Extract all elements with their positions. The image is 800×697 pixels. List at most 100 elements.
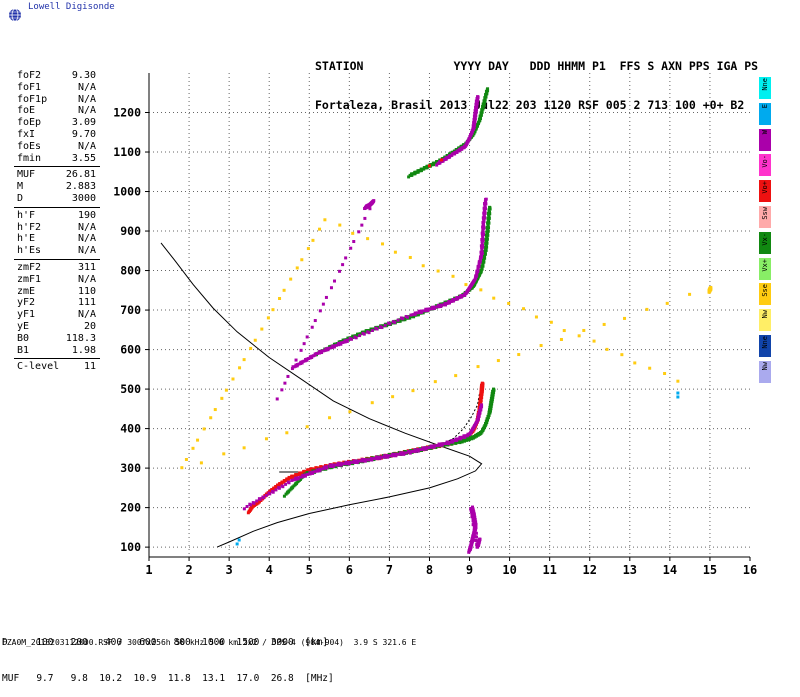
echo-point [470, 538, 474, 542]
echo-point [480, 264, 484, 268]
echo-point [451, 440, 455, 444]
echo-point [281, 485, 285, 489]
echo-point [238, 366, 242, 370]
echo-point [480, 241, 484, 245]
param-row-clevel: C-level 11 [0, 361, 100, 373]
y-tick-label: 1100 [113, 145, 141, 159]
echo-point [559, 337, 563, 341]
echo-point [476, 415, 480, 419]
echo-point [290, 476, 294, 480]
echo-point [320, 465, 324, 469]
echo-point [467, 137, 471, 141]
echo-point [605, 347, 609, 351]
echo-point [477, 274, 481, 278]
param-label: fmin [17, 152, 42, 164]
echo-point [466, 140, 470, 144]
echo-point [471, 281, 475, 285]
echo-point [424, 309, 428, 313]
echo-point [479, 250, 483, 254]
echo-point [539, 344, 543, 348]
y-tick-label: 800 [120, 264, 141, 278]
echo-point [380, 455, 384, 459]
x-tick-label: 3 [226, 563, 233, 577]
param-label: foEs [17, 140, 42, 152]
echo-point [303, 359, 307, 363]
echo-point [474, 420, 478, 424]
echo-point [479, 391, 483, 395]
echo-point [360, 223, 364, 227]
muf-row: MUF 9.7 9.8 10.2 10.9 11.8 13.1 17.0 26.… [2, 673, 334, 684]
echo-point [480, 403, 484, 407]
echo-point [479, 393, 483, 397]
echo-point [422, 167, 426, 171]
echo-point [307, 468, 311, 472]
echo-point [393, 250, 397, 254]
echo-point [184, 458, 188, 462]
echo-point [355, 460, 359, 464]
echo-point [294, 474, 298, 478]
echo-point [282, 494, 286, 498]
echo-point [470, 429, 474, 433]
param-row-fmin: fmin 3.55 [0, 153, 100, 165]
echo-point [299, 348, 303, 352]
echo-point [302, 359, 306, 363]
echo-point [577, 334, 581, 338]
param-label: foF2 [17, 70, 42, 81]
echo-point [371, 200, 375, 204]
echo-point [432, 163, 436, 167]
param-row-foe: foE N/A [0, 105, 100, 117]
echo-point [381, 242, 385, 246]
echo-point [479, 288, 483, 292]
param-value: N/A [77, 81, 96, 93]
echo-point [355, 334, 359, 338]
echo-point [328, 416, 332, 420]
param-row-m: M 2.883 [0, 181, 100, 193]
echo-point [306, 247, 310, 251]
x-tick-label: 6 [346, 563, 353, 577]
echo-point [467, 550, 471, 554]
echo-point [375, 457, 379, 461]
echo-point [338, 269, 342, 273]
echo-point [484, 89, 488, 93]
echo-point [479, 111, 483, 115]
param-row-hf: h'F 190 [0, 210, 100, 222]
echo-point [273, 486, 277, 490]
echo-point [370, 401, 374, 405]
echo-point [479, 431, 483, 435]
x-tick-label: 12 [583, 563, 597, 577]
x-tick-label: 5 [306, 563, 313, 577]
echo-point [435, 444, 439, 448]
echo-point [282, 288, 286, 292]
echo-point [394, 454, 398, 458]
param-row-zme: zmE 110 [0, 286, 100, 298]
echo-point [648, 366, 652, 370]
echo-point [489, 401, 493, 405]
param-separator [14, 358, 100, 360]
echo-point [318, 309, 322, 313]
legend-label: Vx+ [761, 258, 769, 272]
echo-point [450, 153, 454, 157]
echo-point [391, 454, 395, 458]
param-label: foEp [17, 117, 42, 129]
legend-vo: Vo- [759, 154, 771, 177]
param-label: MUF [17, 169, 36, 181]
param-value: N/A [77, 93, 96, 105]
echo-point [242, 507, 246, 511]
echo-point [396, 452, 400, 456]
param-value: 3.55 [71, 152, 96, 164]
y-tick-label: 700 [120, 303, 141, 317]
echo-point [318, 227, 322, 231]
echo-point [358, 459, 362, 463]
echo-point [363, 459, 367, 463]
echo-point [478, 537, 482, 541]
echo-point [534, 315, 538, 319]
echo-point [475, 269, 479, 273]
echo-point [291, 365, 295, 369]
echo-point [300, 361, 304, 365]
echo-point [275, 397, 279, 401]
echo-point [421, 311, 425, 315]
echo-point [401, 451, 405, 455]
param-label: h'Es [17, 245, 42, 257]
echo-point [334, 463, 338, 467]
echo-point [471, 124, 475, 128]
